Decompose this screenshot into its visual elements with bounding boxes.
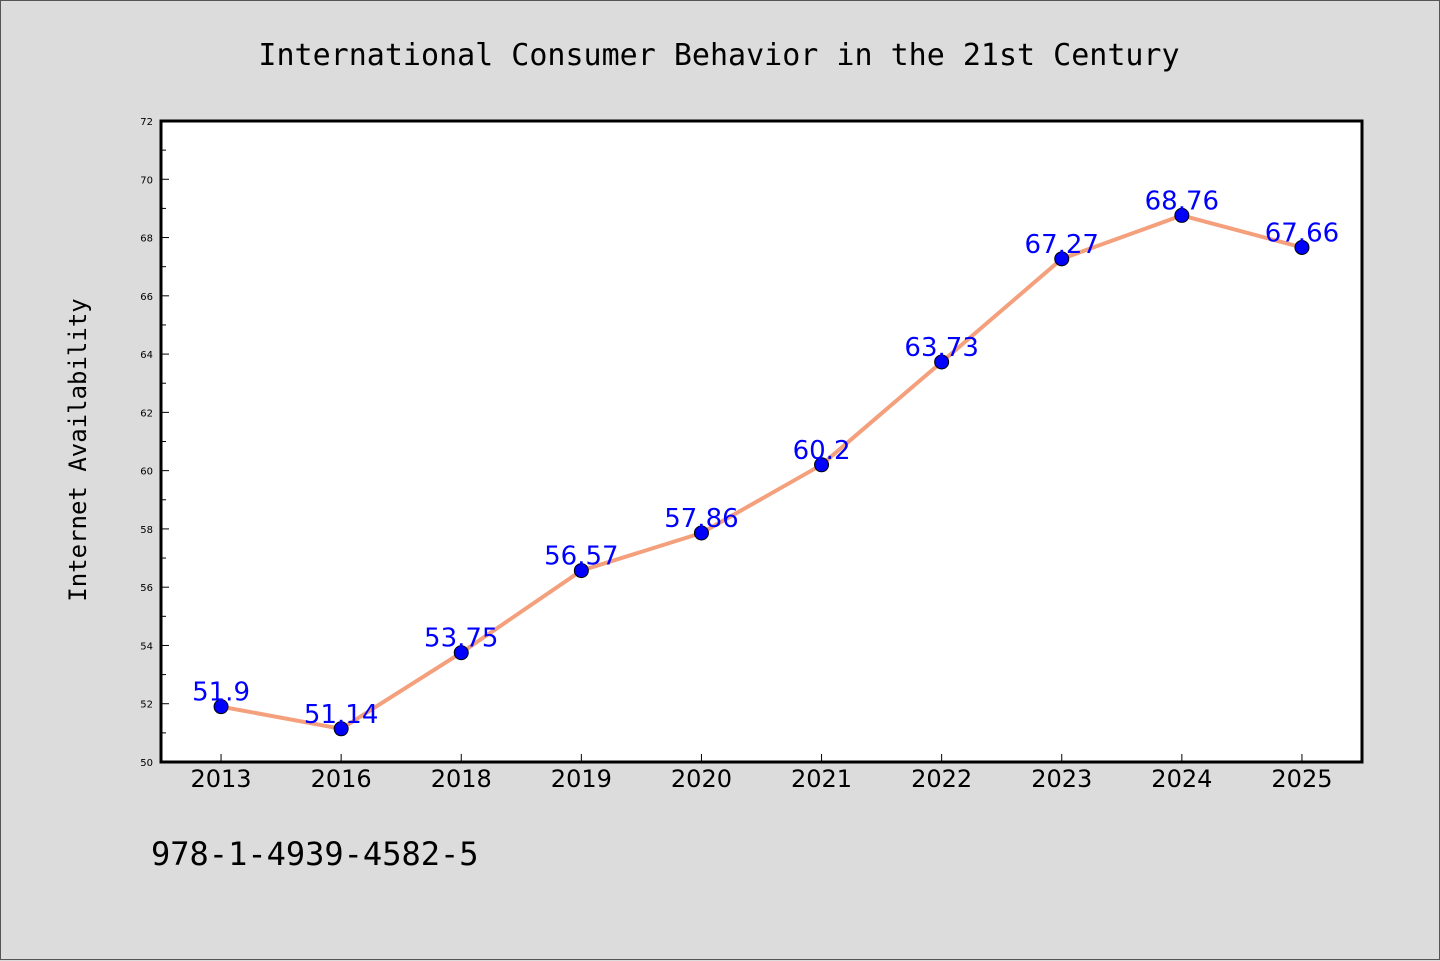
x-tick-label: 2023 xyxy=(1031,765,1092,793)
x-tick-label: 2013 xyxy=(191,765,252,793)
data-markers xyxy=(213,207,1310,737)
x-axis: 2013 2016 2018 2019 2020 2021 2022 2023 2024 2025 xyxy=(191,754,1332,793)
y-tick-label: 52 xyxy=(140,700,153,711)
data-point xyxy=(573,563,589,579)
data-label: 57.86 xyxy=(664,504,738,534)
x-tick-label: 2024 xyxy=(1151,765,1212,793)
isbn-text: 978-1-4939-4582-5 xyxy=(151,835,479,873)
data-point xyxy=(1294,239,1310,255)
y-tick-label: 50 xyxy=(140,758,153,769)
data-label: 51.14 xyxy=(304,700,378,730)
x-tick-label: 2018 xyxy=(431,765,492,793)
data-label: 63.73 xyxy=(904,333,978,363)
data-label: 53.75 xyxy=(424,624,498,654)
y-tick-label: 64 xyxy=(140,350,153,361)
y-tick-label: 70 xyxy=(140,175,153,186)
chart-title: International Consumer Behavior in the 2… xyxy=(258,38,1179,73)
y-tick-label: 62 xyxy=(140,408,153,419)
data-point xyxy=(213,699,229,715)
plot-frame xyxy=(159,119,1364,764)
data-point xyxy=(333,721,349,737)
y-tick-label: 60 xyxy=(140,467,153,478)
data-label: 67.27 xyxy=(1025,230,1099,260)
x-tick-label: 2016 xyxy=(311,765,372,793)
series-line xyxy=(220,213,1303,731)
data-label: 67.66 xyxy=(1265,218,1339,248)
plot-area xyxy=(161,121,1362,762)
data-label: 51.9 xyxy=(192,678,250,708)
y-axis-label: Internet Availability xyxy=(64,298,92,601)
y-tick-label: 58 xyxy=(140,525,153,536)
data-point xyxy=(1174,207,1190,223)
data-labels: 51.9 51.14 53.75 56.57 57.86 60.2 63.73 67.27 68… xyxy=(192,186,1339,729)
data-label: 60.2 xyxy=(793,436,851,466)
data-label: 56.57 xyxy=(544,542,618,572)
y-tick-label: 72 xyxy=(140,117,153,128)
data-point xyxy=(693,525,709,541)
x-tick-label: 2019 xyxy=(551,765,612,793)
data-label: 68.76 xyxy=(1145,186,1219,216)
x-tick-label: 2025 xyxy=(1271,765,1332,793)
y-tick-label: 68 xyxy=(140,234,153,245)
data-point xyxy=(814,457,830,473)
x-tick-label: 2020 xyxy=(671,765,732,793)
data-point xyxy=(934,354,950,370)
y-tick-label: 66 xyxy=(140,292,153,303)
x-tick-label: 2021 xyxy=(791,765,852,793)
data-point xyxy=(453,645,469,661)
y-tick-label: 56 xyxy=(140,583,153,594)
x-tick-label: 2022 xyxy=(911,765,972,793)
y-tick-label: 54 xyxy=(140,641,153,652)
data-point xyxy=(1054,251,1070,267)
